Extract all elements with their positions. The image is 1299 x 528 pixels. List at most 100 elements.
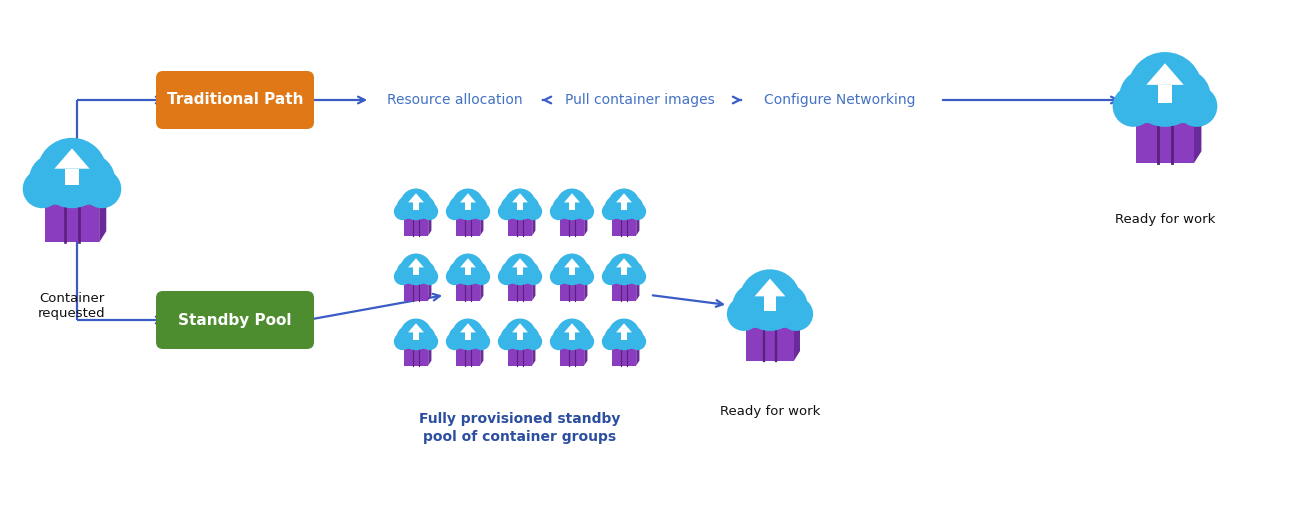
Circle shape xyxy=(500,326,523,348)
FancyBboxPatch shape xyxy=(621,267,627,275)
FancyBboxPatch shape xyxy=(569,202,575,210)
Polygon shape xyxy=(612,341,639,345)
FancyBboxPatch shape xyxy=(612,345,637,365)
Circle shape xyxy=(22,169,61,208)
Circle shape xyxy=(556,188,588,220)
Circle shape xyxy=(549,333,568,350)
Circle shape xyxy=(764,284,808,328)
Circle shape xyxy=(421,268,438,285)
Circle shape xyxy=(465,261,487,284)
Polygon shape xyxy=(404,210,431,215)
Polygon shape xyxy=(55,148,90,168)
Circle shape xyxy=(446,333,464,350)
Circle shape xyxy=(608,253,640,285)
FancyBboxPatch shape xyxy=(156,71,314,129)
Circle shape xyxy=(473,203,490,220)
Polygon shape xyxy=(1137,103,1202,116)
FancyBboxPatch shape xyxy=(404,280,429,300)
Text: Configure Networking: Configure Networking xyxy=(764,93,916,107)
Polygon shape xyxy=(99,186,107,242)
Polygon shape xyxy=(481,210,483,235)
Circle shape xyxy=(396,196,420,219)
Circle shape xyxy=(569,261,591,284)
Text: Traditional Path: Traditional Path xyxy=(166,92,303,108)
Circle shape xyxy=(446,203,464,220)
Polygon shape xyxy=(404,341,431,345)
Polygon shape xyxy=(637,341,639,365)
Text: Fully provisioned standby
pool of container groups: Fully provisioned standby pool of contai… xyxy=(420,412,621,445)
Polygon shape xyxy=(616,258,631,267)
FancyBboxPatch shape xyxy=(517,333,523,340)
Circle shape xyxy=(29,154,79,205)
Circle shape xyxy=(500,261,523,284)
FancyBboxPatch shape xyxy=(612,215,637,235)
Polygon shape xyxy=(404,276,431,280)
Polygon shape xyxy=(612,276,639,280)
Polygon shape xyxy=(1194,103,1202,163)
Circle shape xyxy=(394,268,412,285)
Circle shape xyxy=(739,269,800,331)
Polygon shape xyxy=(585,276,587,300)
Circle shape xyxy=(473,333,490,350)
Polygon shape xyxy=(408,193,423,202)
FancyBboxPatch shape xyxy=(456,215,481,235)
FancyBboxPatch shape xyxy=(560,280,585,300)
Polygon shape xyxy=(746,312,800,322)
FancyBboxPatch shape xyxy=(517,202,523,210)
Polygon shape xyxy=(481,276,483,300)
Polygon shape xyxy=(44,186,107,197)
Polygon shape xyxy=(755,279,786,296)
Polygon shape xyxy=(508,210,535,215)
Circle shape xyxy=(504,253,536,285)
Circle shape xyxy=(413,326,435,348)
Polygon shape xyxy=(456,341,483,345)
Polygon shape xyxy=(508,341,535,345)
Polygon shape xyxy=(460,323,475,333)
FancyBboxPatch shape xyxy=(560,215,585,235)
Circle shape xyxy=(549,268,568,285)
Circle shape xyxy=(727,297,761,331)
FancyBboxPatch shape xyxy=(413,202,420,210)
Polygon shape xyxy=(616,193,631,202)
Circle shape xyxy=(394,203,412,220)
Polygon shape xyxy=(456,276,483,280)
Circle shape xyxy=(517,261,539,284)
Circle shape xyxy=(504,188,536,220)
Polygon shape xyxy=(637,276,639,300)
Circle shape xyxy=(552,196,575,219)
Circle shape xyxy=(400,318,431,350)
Circle shape xyxy=(448,196,472,219)
Circle shape xyxy=(421,333,438,350)
FancyBboxPatch shape xyxy=(746,322,794,361)
Circle shape xyxy=(601,268,620,285)
Polygon shape xyxy=(1146,63,1183,85)
Polygon shape xyxy=(456,210,483,215)
Polygon shape xyxy=(616,323,631,333)
Circle shape xyxy=(604,196,627,219)
Circle shape xyxy=(465,326,487,348)
Text: Resource allocation: Resource allocation xyxy=(387,93,522,107)
Circle shape xyxy=(396,326,420,348)
Circle shape xyxy=(413,261,435,284)
Polygon shape xyxy=(564,258,579,267)
FancyBboxPatch shape xyxy=(65,168,79,185)
FancyBboxPatch shape xyxy=(413,267,420,275)
FancyBboxPatch shape xyxy=(612,280,637,300)
FancyBboxPatch shape xyxy=(465,267,472,275)
FancyBboxPatch shape xyxy=(560,345,585,365)
Circle shape xyxy=(779,297,813,331)
Text: Container
requested: Container requested xyxy=(38,292,105,320)
Circle shape xyxy=(36,138,108,208)
Circle shape xyxy=(498,203,516,220)
Circle shape xyxy=(421,203,438,220)
Circle shape xyxy=(413,196,435,219)
Polygon shape xyxy=(560,341,587,345)
Circle shape xyxy=(608,318,640,350)
Circle shape xyxy=(556,253,588,285)
Polygon shape xyxy=(794,312,800,361)
Polygon shape xyxy=(585,341,587,365)
Polygon shape xyxy=(512,323,527,333)
FancyBboxPatch shape xyxy=(1137,116,1194,163)
Polygon shape xyxy=(585,210,587,235)
Polygon shape xyxy=(512,193,527,202)
